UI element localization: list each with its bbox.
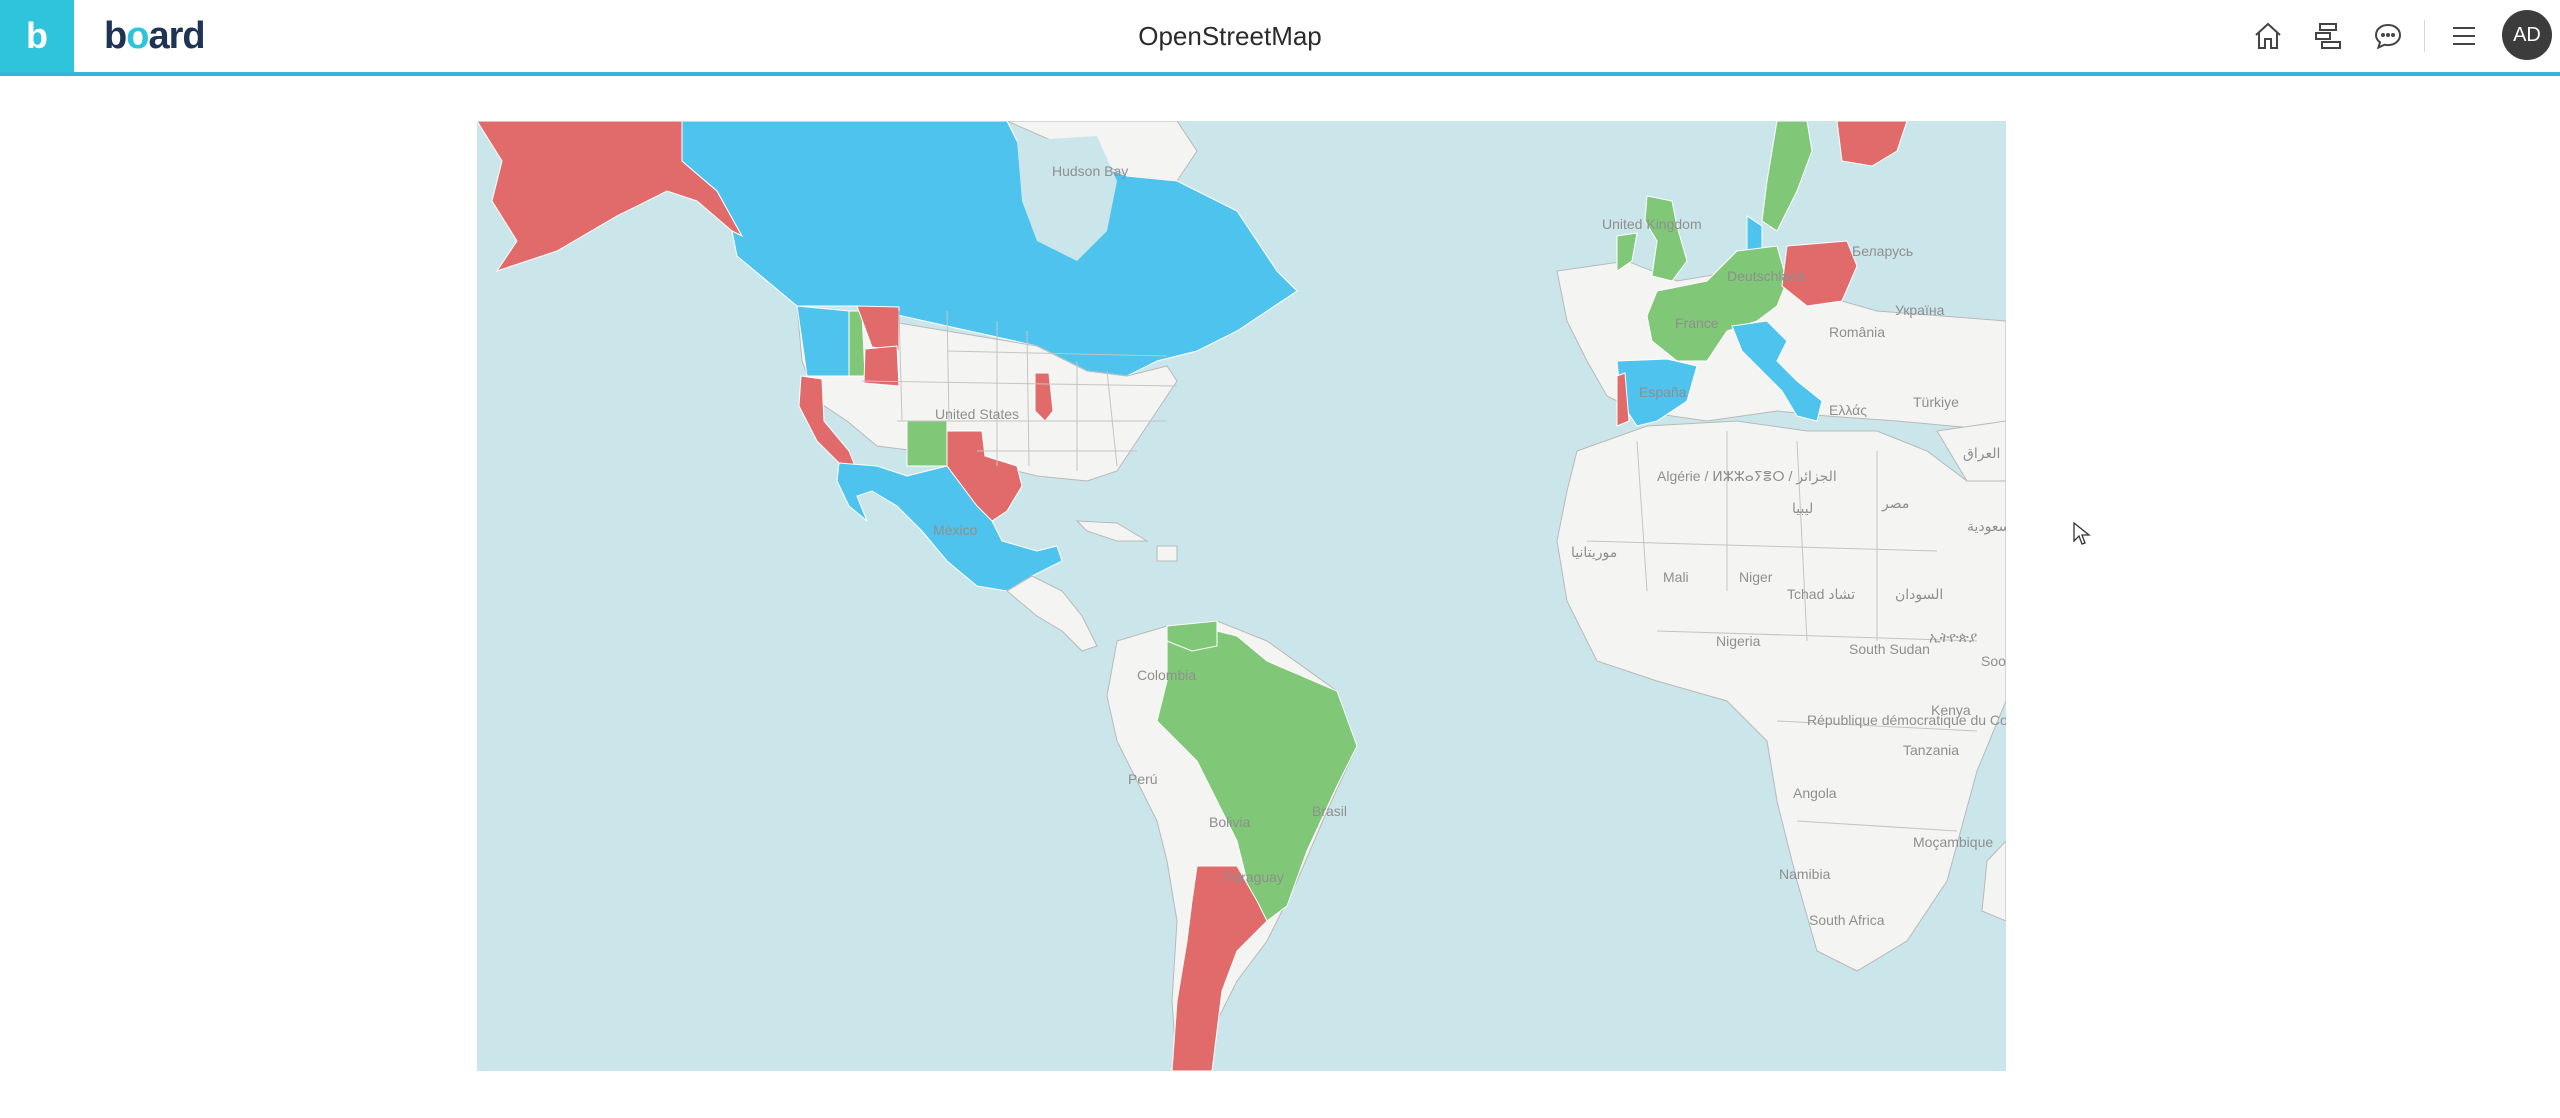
region-canada — [681, 121, 1298, 377]
label-belarus: Беларусь — [1852, 243, 1913, 259]
label-paraguay: Paraguay — [1224, 869, 1284, 885]
label-mocambique: Moçambique — [1913, 834, 1993, 850]
label-mali: Mali — [1663, 569, 1689, 585]
world-map[interactable]: Hudson Bay United States México Colombia… — [477, 121, 2006, 1071]
label-kenya: Kenya — [1931, 702, 1971, 718]
region-africa — [1556, 420, 2006, 972]
mouse-cursor-icon — [2073, 522, 2091, 545]
label-turkiye: Türkiye — [1913, 394, 1959, 410]
label-deutschland: Deutschland — [1727, 268, 1805, 284]
label-ethiopia: ኢትዮጵያ — [1929, 629, 1977, 645]
label-saudi: السعودية — [1967, 518, 2006, 535]
label-namibia: Namibia — [1779, 866, 1831, 882]
label-ellas: Ελλάς — [1829, 402, 1867, 418]
board-wordmark: b o ard — [104, 14, 206, 57]
label-south-sudan: South Sudan — [1849, 641, 1930, 657]
region-uk — [1644, 195, 1688, 282]
label-iraq: العراق — [1963, 445, 2000, 462]
label-ukraine: Україна — [1895, 302, 1945, 318]
label-somalia: Soo — [1981, 653, 2006, 669]
toolbar-divider — [2424, 20, 2425, 52]
label-rdc: République démocratique du Congo — [1807, 712, 2006, 728]
label-algerie: Algérie / ⵍⵣⵣⴰⵢⴻⵔ / الجزائر — [1657, 468, 1837, 485]
label-sudan: السودان — [1895, 586, 1943, 603]
region-italy — [1731, 320, 1823, 422]
label-angola: Angola — [1793, 785, 1837, 801]
hamburger-menu-icon — [2453, 27, 2475, 45]
label-bolivia: Bolivia — [1209, 814, 1250, 830]
openstreetmap-map[interactable]: Hudson Bay United States México Colombia… — [477, 121, 2006, 1071]
label-nigeria: Nigeria — [1716, 633, 1761, 649]
label-tchad: Tchad تشاد — [1787, 586, 1855, 602]
page-title: OpenStreetMap — [1138, 20, 1322, 51]
label-united-states: United States — [935, 406, 1019, 422]
label-mauritania: موريتانيا — [1571, 544, 1617, 561]
label-espana: España — [1639, 384, 1687, 400]
home-icon — [2255, 22, 2281, 49]
label-peru: Perú — [1128, 771, 1158, 787]
board-logo-tile[interactable]: b — [0, 0, 74, 72]
label-niger: Niger — [1739, 569, 1773, 585]
label-brasil: Brasil — [1312, 803, 1347, 819]
label-mexico: México — [933, 522, 978, 538]
chat-button[interactable] — [2368, 16, 2408, 56]
region-france-germany — [1646, 245, 1788, 362]
region-poland — [1781, 240, 1858, 307]
label-south-africa: South Africa — [1809, 912, 1885, 928]
chat-icon — [2374, 23, 2402, 50]
hierarchy-button[interactable] — [2308, 16, 2348, 56]
home-button[interactable] — [2248, 16, 2288, 56]
label-egypt: مصر — [1881, 495, 1909, 512]
top-bar: b b o ard OpenStreetMap AD — [0, 0, 2560, 76]
user-avatar[interactable]: AD — [2502, 10, 2552, 60]
hierarchy-icon — [2315, 23, 2341, 49]
label-libya: ليبيا — [1792, 500, 1813, 516]
label-colombia: Colombia — [1137, 667, 1196, 683]
label-romania: România — [1829, 324, 1885, 340]
region-argentina — [1171, 865, 1268, 1071]
label-tanzania: Tanzania — [1903, 742, 1959, 758]
label-united-kingdom: United Kingdom — [1602, 216, 1702, 232]
label-hudson-bay: Hudson Bay — [1052, 163, 1128, 179]
logo-letter: b — [26, 15, 48, 56]
menu-button[interactable] — [2444, 16, 2484, 56]
region-scandinavia — [1761, 121, 1813, 232]
label-france: France — [1675, 315, 1719, 331]
